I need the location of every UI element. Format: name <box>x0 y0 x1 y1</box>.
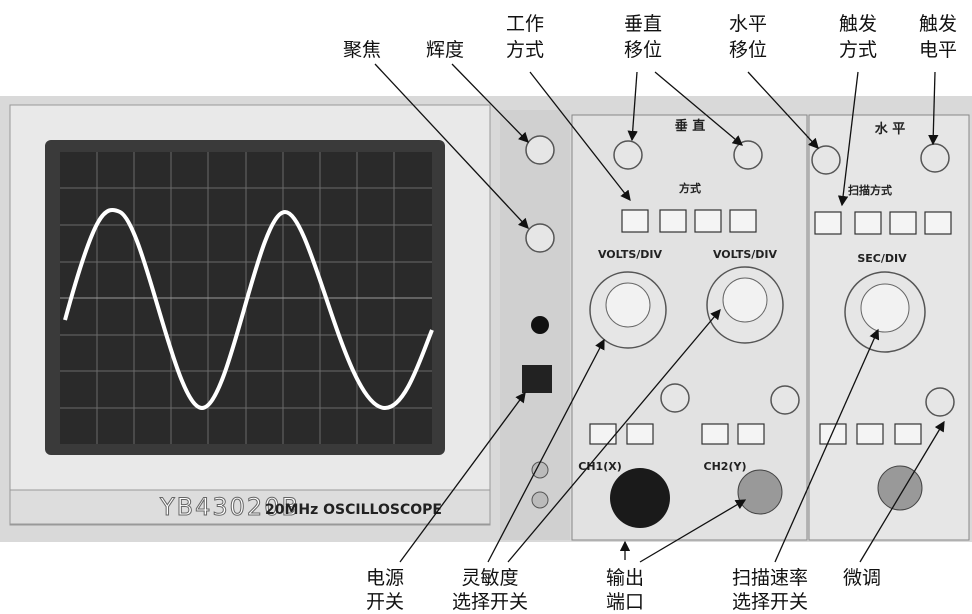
bottom-label: 选择开关 <box>452 591 528 613</box>
waveform <box>63 207 434 411</box>
top-label: 水平 <box>729 13 767 35</box>
nameplate <box>9 489 491 525</box>
bottom-label: 输出 <box>606 567 644 589</box>
callout-labels: 聚焦 辉度工作方式垂直移位水平移位触发方式触发电平电源开关灵敏度选择开关输出端口扫… <box>343 13 957 613</box>
panel-label: CH1(X) <box>578 460 621 473</box>
bottom-label: 灵敏度 <box>461 567 518 589</box>
top-label: 方式 <box>506 39 544 61</box>
panel-label: 扫描方式 <box>848 183 892 197</box>
panel-label: VOLTS/DIV <box>713 248 778 261</box>
model: YB43020B <box>159 493 300 521</box>
top-label: 触发 <box>839 13 877 35</box>
top-label: 移位 <box>729 39 767 61</box>
top-label: 聚焦 <box>343 39 381 61</box>
panel-label: VOLTS/DIV <box>598 248 663 261</box>
top-label: 方式 <box>839 39 877 61</box>
bottom-label: 扫描速率 <box>732 567 808 589</box>
knobs <box>525 135 955 528</box>
buttons <box>522 209 952 445</box>
top-label: 电平 <box>919 39 957 61</box>
top-label: 辉度 <box>426 39 464 61</box>
panel-label: CH2(Y) <box>704 460 747 473</box>
bottom-label: 开关 <box>366 591 404 613</box>
section-label: 垂 直 <box>675 118 706 134</box>
callout-arrows <box>374 63 945 563</box>
bottom-label: 电源 <box>366 567 404 589</box>
top-label: 垂直 <box>624 13 662 35</box>
panel-label: SEC/DIV <box>857 252 907 265</box>
product-name: 20MHz OSCILLOSCOPE <box>265 502 442 518</box>
bottom-label: 端口 <box>606 591 644 613</box>
bottom-label: 微调 <box>843 567 881 589</box>
panel-label: 方式 <box>679 181 701 195</box>
section-label: 水 平 <box>875 121 906 137</box>
bottom-label: 选择开关 <box>732 591 808 613</box>
top-label: 触发 <box>919 13 957 35</box>
top-label: 工作 <box>506 13 544 35</box>
top-label: 移位 <box>624 39 662 61</box>
